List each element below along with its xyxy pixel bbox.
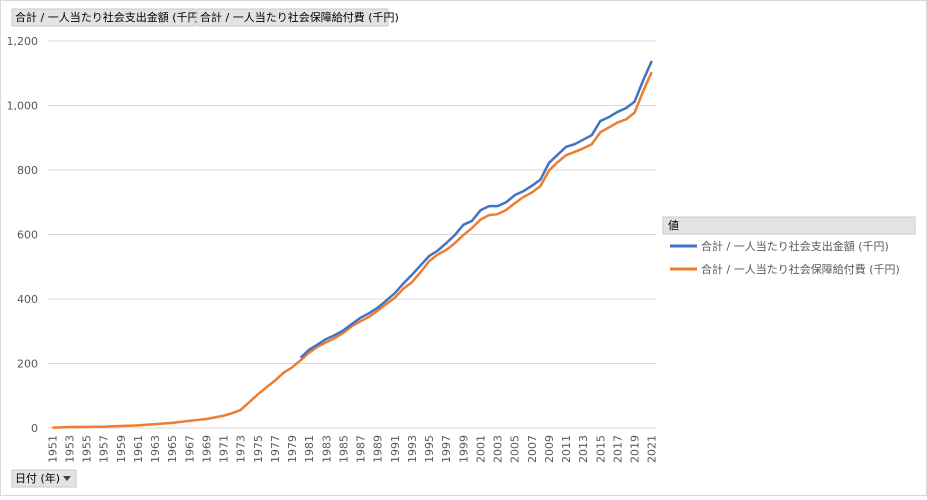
x-tick-label: 1961 bbox=[132, 435, 145, 463]
legend-title-bg bbox=[662, 216, 916, 235]
x-tick-label: 1991 bbox=[389, 435, 402, 463]
x-tick-label: 2015 bbox=[594, 435, 607, 463]
field-button-bg[interactable] bbox=[196, 8, 389, 27]
x-tick-label: 2019 bbox=[629, 435, 642, 463]
field-button-label[interactable]: 合計 / 一人当たり社会保障給付費 (千円) bbox=[200, 10, 399, 24]
x-tick-label: 1999 bbox=[457, 435, 470, 463]
x-tick-label: 1993 bbox=[406, 435, 419, 463]
x-axis-label[interactable]: 日付 (年) bbox=[15, 471, 60, 485]
x-tick-label: 1975 bbox=[252, 435, 265, 463]
x-tick-label: 1971 bbox=[218, 435, 231, 463]
dropdown-arrow[interactable] bbox=[63, 476, 71, 481]
axis-field-button[interactable]: 日付 (年) bbox=[11, 469, 77, 488]
x-tick-label: 1973 bbox=[235, 435, 248, 463]
x-tick-label: 2009 bbox=[543, 435, 556, 463]
x-tick-label: 1957 bbox=[98, 435, 111, 463]
series-line bbox=[52, 71, 653, 429]
x-tick-label: 1997 bbox=[440, 435, 453, 463]
y-tick-label: 1,000 bbox=[7, 100, 39, 113]
x-tick-label: 1979 bbox=[286, 435, 299, 463]
x-tick-label: 2007 bbox=[526, 435, 539, 463]
field-button-label[interactable]: 合計 / 一人当たり社会支出金額 (千円) bbox=[15, 10, 203, 24]
x-tick-label: 1989 bbox=[372, 435, 385, 463]
x-tick-label: 1969 bbox=[200, 435, 213, 463]
field-button[interactable]: 合計 / 一人当たり社会保障給付費 (千円) bbox=[196, 8, 399, 27]
x-tick-label: 1967 bbox=[183, 435, 196, 463]
x-tick-label: 1985 bbox=[337, 435, 350, 463]
legend-label: 合計 / 一人当たり社会保障給付費 (千円) bbox=[701, 262, 900, 276]
x-tick-label: 2017 bbox=[611, 435, 624, 463]
series-line bbox=[299, 60, 653, 359]
field-button[interactable]: 合計 / 一人当たり社会支出金額 (千円) bbox=[11, 8, 203, 27]
y-tick-label: 800 bbox=[17, 164, 38, 177]
x-tick-label: 2013 bbox=[577, 435, 590, 463]
x-tick-label: 2021 bbox=[646, 435, 659, 463]
legend-title: 値 bbox=[668, 219, 679, 232]
x-tick-label: 1959 bbox=[115, 435, 128, 463]
y-tick-label: 0 bbox=[31, 422, 38, 435]
field-button-bg[interactable] bbox=[11, 8, 196, 27]
x-tick-label: 1955 bbox=[81, 435, 94, 463]
y-tick-label: 200 bbox=[17, 358, 38, 371]
x-tick-label: 1963 bbox=[149, 435, 162, 463]
x-tick-label: 1981 bbox=[303, 435, 316, 463]
x-tick-label: 1983 bbox=[320, 435, 333, 463]
axis-field-button-bg[interactable] bbox=[11, 469, 77, 488]
x-tick-label: 1995 bbox=[423, 435, 436, 463]
x-tick-label: 1977 bbox=[269, 435, 282, 463]
x-tick-label: 2005 bbox=[509, 435, 522, 463]
y-tick-label: 1,200 bbox=[7, 35, 39, 48]
x-tick-label: 2011 bbox=[560, 435, 573, 463]
x-tick-label: 2001 bbox=[474, 435, 487, 463]
x-tick-label: 2003 bbox=[492, 435, 505, 463]
legend-label: 合計 / 一人当たり社会支出金額 (千円) bbox=[701, 239, 889, 253]
y-tick-label: 400 bbox=[17, 293, 38, 306]
x-tick-label: 1965 bbox=[166, 435, 179, 463]
x-tick-label: 1953 bbox=[63, 435, 76, 463]
x-tick-label: 1987 bbox=[355, 435, 368, 463]
x-tick-label: 1951 bbox=[46, 435, 59, 463]
y-tick-label: 600 bbox=[17, 229, 38, 242]
